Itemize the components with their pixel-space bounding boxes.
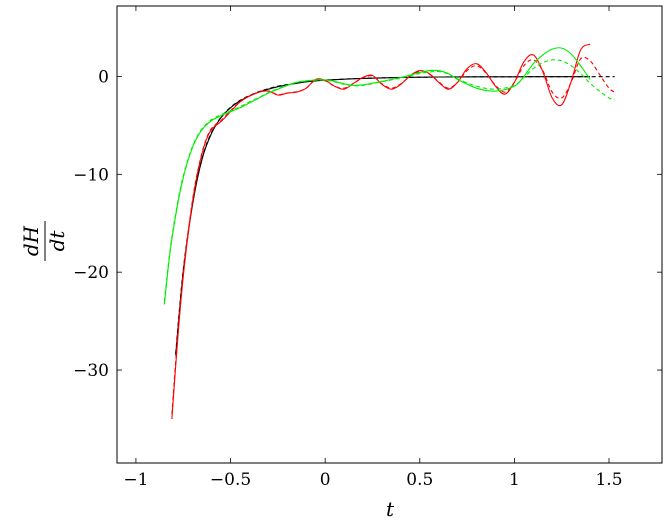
series-line-4 bbox=[163, 47, 591, 305]
y-tick-label: −30 bbox=[73, 361, 109, 381]
x-tick-label: 0 bbox=[320, 470, 331, 490]
series-line-3 bbox=[171, 56, 615, 415]
x-axis-label: t bbox=[386, 497, 395, 521]
y-tick-label: −10 bbox=[73, 165, 109, 185]
x-tick-label: 1 bbox=[509, 470, 520, 490]
series-line-0 bbox=[175, 76, 591, 356]
series-line-2 bbox=[171, 43, 591, 420]
y-tick-label: −20 bbox=[73, 263, 109, 283]
y-axis-label: dH dt bbox=[19, 221, 69, 261]
y-axis-label-denominator: dt bbox=[45, 230, 69, 252]
y-tick-label: 0 bbox=[98, 67, 109, 87]
x-tick-label: 1.5 bbox=[595, 470, 622, 490]
x-tick-label: 0.5 bbox=[406, 470, 433, 490]
ticks-layer: −1 −0.5 0 0.5 1 1.5 −30 −20 −10 0 bbox=[73, 6, 662, 490]
plot-frame bbox=[116, 5, 663, 464]
x-tick-label: −0.5 bbox=[210, 470, 251, 490]
series-layer bbox=[163, 43, 615, 420]
series-line-1 bbox=[175, 76, 615, 354]
x-tick-label: −1 bbox=[123, 470, 148, 490]
series-line-5 bbox=[163, 59, 615, 302]
y-axis-label-numerator: dH bbox=[19, 225, 43, 256]
